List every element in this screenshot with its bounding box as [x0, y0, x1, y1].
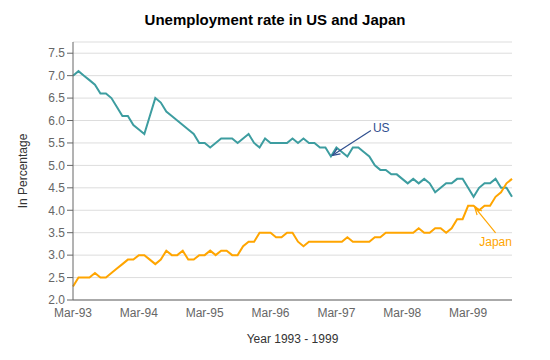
svg-text:6.0: 6.0	[48, 114, 65, 128]
svg-text:Year 1993 - 1999: Year 1993 - 1999	[247, 332, 339, 346]
svg-text:Mar-99: Mar-99	[449, 306, 487, 320]
svg-text:US: US	[373, 121, 390, 135]
svg-text:7.5: 7.5	[48, 46, 65, 60]
svg-text:Mar-93: Mar-93	[54, 306, 92, 320]
svg-text:Mar-98: Mar-98	[383, 306, 421, 320]
svg-text:4.5: 4.5	[48, 181, 65, 195]
svg-text:3.5: 3.5	[48, 226, 65, 240]
svg-text:2.5: 2.5	[48, 271, 65, 285]
svg-text:3.0: 3.0	[48, 248, 65, 262]
svg-text:Mar-95: Mar-95	[186, 306, 224, 320]
svg-text:5.5: 5.5	[48, 136, 65, 150]
svg-text:4.0: 4.0	[48, 204, 65, 218]
svg-text:5.0: 5.0	[48, 159, 65, 173]
svg-text:Mar-94: Mar-94	[120, 306, 158, 320]
svg-text:6.5: 6.5	[48, 91, 65, 105]
html-text:Unemployment rate in US and Ja: Unemployment rate in US and Japan	[144, 11, 406, 28]
svg-text:Japan: Japan	[479, 235, 512, 249]
svg-text:Mar-97: Mar-97	[317, 306, 355, 320]
svg-text:7.0: 7.0	[48, 69, 65, 83]
svg-text:In Percentage: In Percentage	[16, 133, 30, 208]
svg-text:2.0: 2.0	[48, 293, 65, 307]
svg-text:Mar-96: Mar-96	[252, 306, 290, 320]
